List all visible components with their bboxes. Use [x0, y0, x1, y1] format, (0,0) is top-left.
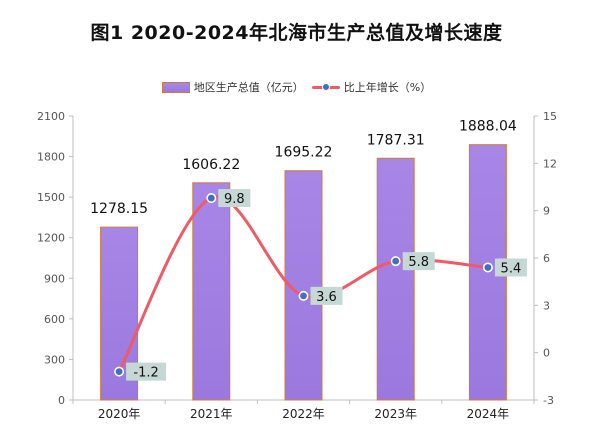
left-tick-label: 1800 — [37, 151, 65, 164]
right-tick-label: -3 — [543, 394, 554, 407]
bar-data-label: 1606.22 — [182, 157, 240, 173]
line-point — [114, 366, 125, 377]
line-label-box — [126, 362, 167, 381]
right-tick-label: 6 — [543, 252, 550, 265]
left-tick-label: 2100 — [37, 110, 65, 123]
left-tick-label: 900 — [44, 272, 65, 285]
line-label-box — [402, 252, 435, 271]
line-data-label: 3.6 — [316, 290, 337, 305]
left-tick-label: 1200 — [37, 232, 65, 245]
line-point — [206, 193, 217, 204]
chart-title: 图1 2020-2024年北海市生产总值及增长速度 — [90, 22, 503, 44]
right-tick-label: 15 — [543, 110, 557, 123]
bar-data-label: 1695.22 — [275, 145, 333, 161]
left-tick-label: 0 — [58, 394, 65, 407]
x-tick-label: 2020年 — [98, 407, 141, 421]
left-tick-label: 600 — [44, 313, 65, 326]
legend-label-growth: 比上年增长（%） — [343, 81, 432, 94]
line-data-label: 9.8 — [224, 192, 245, 207]
legend-line-swatch-icon — [311, 82, 340, 92]
bar — [192, 182, 231, 401]
line-label-box — [494, 258, 527, 277]
x-tick-label: 2021年 — [190, 407, 233, 421]
x-tick-label: 2023年 — [374, 407, 417, 421]
line-label-box — [218, 189, 251, 208]
legend-bar-swatch-icon — [161, 81, 190, 93]
right-tick-label: 12 — [543, 157, 557, 170]
line-point — [298, 290, 309, 301]
bar — [376, 157, 415, 401]
left-tick-label: 300 — [44, 353, 65, 366]
legend-item-growth: 比上年增长（%） — [311, 79, 432, 95]
line-point — [482, 262, 493, 273]
bar-data-label: 1787.31 — [367, 132, 425, 148]
bar-data-label: 1278.15 — [90, 201, 148, 217]
line-point — [390, 256, 401, 267]
right-tick-label: 3 — [543, 299, 550, 312]
x-tick-label: 2024年 — [467, 407, 510, 421]
line-data-label: 5.4 — [501, 261, 522, 276]
legend-label-gdp: 地区生产总值（亿元） — [193, 81, 304, 94]
legend: 地区生产总值（亿元） 比上年增长（%） — [0, 79, 593, 95]
labels-layer: 1278.15 1606.22 1695.22 1787.31 1888.04 -1.2 9… — [90, 119, 527, 381]
legend-item-gdp: 地区生产总值（亿元） — [161, 79, 304, 95]
right-tick-label: 9 — [543, 205, 550, 218]
line-label-box — [310, 286, 343, 305]
line-data-label: -1.2 — [133, 366, 158, 381]
left-tick-label: 1500 — [37, 191, 65, 204]
line-data-label: 5.8 — [408, 255, 429, 270]
right-tick-label: 0 — [543, 347, 550, 360]
x-tick-label: 2022年 — [282, 407, 325, 421]
bar-data-label: 1888.04 — [459, 119, 517, 135]
